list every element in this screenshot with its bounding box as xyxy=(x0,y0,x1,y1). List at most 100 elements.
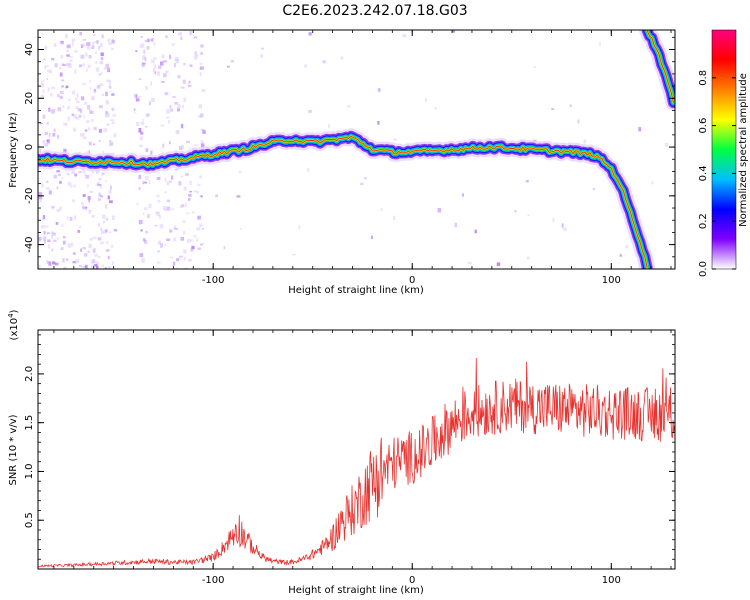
noise-speck xyxy=(170,208,175,211)
snr-multiplier-exp: 4 xyxy=(7,313,15,318)
noise-speck xyxy=(393,138,397,141)
noise-speck xyxy=(111,39,115,44)
noise-speck xyxy=(180,86,185,89)
noise-speck xyxy=(174,101,179,105)
spectrogram-frame xyxy=(37,29,676,270)
noise-speck xyxy=(105,100,110,105)
noise-speck xyxy=(63,266,67,269)
noise-speck xyxy=(200,51,203,55)
noise-speck xyxy=(53,239,57,242)
noise-speck xyxy=(59,72,63,77)
noise-speck xyxy=(138,219,143,225)
noise-speck xyxy=(42,114,46,119)
noise-speck xyxy=(57,237,60,240)
noise-speck xyxy=(304,64,307,68)
noise-speck xyxy=(139,253,144,258)
colorbar-tick-label: 0.6 xyxy=(698,118,709,134)
noise-speck xyxy=(88,150,91,154)
noise-speck xyxy=(105,114,108,118)
noise-speck xyxy=(96,40,99,44)
noise-speck xyxy=(174,56,179,62)
noise-speck xyxy=(157,250,161,253)
noise-speck xyxy=(180,236,184,241)
noise-speck xyxy=(47,232,50,235)
noise-speck xyxy=(91,214,95,218)
noise-speck xyxy=(340,56,344,60)
noise-speck xyxy=(182,220,187,223)
noise-speck xyxy=(196,237,199,242)
noise-speck xyxy=(619,254,622,257)
noise-speck xyxy=(142,119,145,121)
noise-speck xyxy=(135,121,140,126)
noise-speck xyxy=(138,127,142,133)
noise-speck xyxy=(638,127,642,132)
noise-speck xyxy=(197,115,201,118)
noise-speck xyxy=(133,111,136,114)
noise-speck xyxy=(197,215,202,220)
noise-speck xyxy=(192,210,195,214)
noise-speck xyxy=(77,229,81,233)
noise-speck xyxy=(178,181,182,186)
noise-speck xyxy=(105,217,108,221)
noise-speck xyxy=(105,113,110,118)
noise-speck xyxy=(200,243,203,246)
noise-speck xyxy=(39,148,42,153)
snr-y-tick-label: 0.5 xyxy=(24,512,35,528)
noise-speck xyxy=(95,51,97,55)
ridge2-band xyxy=(646,30,674,104)
noise-speck xyxy=(65,122,68,126)
noise-speck xyxy=(72,41,74,46)
noise-speck xyxy=(200,44,204,48)
noise-speck xyxy=(200,128,205,131)
noise-speck xyxy=(380,208,383,211)
noise-speck xyxy=(347,104,351,108)
noise-speck xyxy=(166,206,171,211)
noise-speck xyxy=(73,114,77,119)
noise-speck xyxy=(93,127,97,130)
snr-panel: -100 0 100 0.5 1.0 1.5 2.0 Height of straight… xyxy=(7,309,676,596)
colorbar-label: Normalized spectral amplitude xyxy=(738,73,749,227)
noise-speck xyxy=(66,258,69,261)
spectrogram-x-tick-label: -100 xyxy=(202,275,225,286)
noise-speck xyxy=(189,64,193,67)
noise-speck xyxy=(59,95,63,99)
noise-speck xyxy=(151,97,155,103)
noise-speck xyxy=(183,249,187,254)
noise-speck xyxy=(146,46,150,50)
noise-speck xyxy=(73,127,77,132)
noise-speck xyxy=(195,53,199,57)
noise-speck xyxy=(39,199,42,203)
noise-speck xyxy=(73,215,77,219)
noise-speck xyxy=(101,34,104,39)
noise-speck xyxy=(144,148,147,152)
noise-speck xyxy=(187,198,191,201)
snr-plot-area xyxy=(38,330,675,569)
noise-speck xyxy=(51,86,56,90)
noise-speck xyxy=(108,82,111,86)
colorbar-tick-label: 0.4 xyxy=(698,165,709,181)
noise-speck xyxy=(107,38,111,43)
noise-speck xyxy=(159,224,164,229)
noise-speck xyxy=(437,208,442,213)
noise-speck xyxy=(109,231,112,234)
noise-speck xyxy=(93,143,96,146)
snr-y-tick-label: 1.0 xyxy=(24,463,35,479)
noise-speck xyxy=(51,248,54,252)
snr-line xyxy=(38,357,675,568)
noise-speck xyxy=(39,122,43,125)
noise-speck xyxy=(48,70,53,74)
noise-speck xyxy=(180,36,183,41)
noise-speck xyxy=(183,256,186,261)
noise-speck xyxy=(67,106,70,110)
noise-speck xyxy=(100,227,103,231)
noise-speck xyxy=(91,110,94,114)
noise-speck xyxy=(104,180,107,183)
noise-speck xyxy=(182,79,186,84)
noise-speck xyxy=(100,52,104,57)
noise-speck xyxy=(193,235,197,238)
noise-speck xyxy=(434,107,437,110)
noise-speck xyxy=(179,146,183,151)
noise-speck xyxy=(360,182,364,186)
noise-speck xyxy=(201,227,205,230)
noise-speck xyxy=(187,85,192,87)
